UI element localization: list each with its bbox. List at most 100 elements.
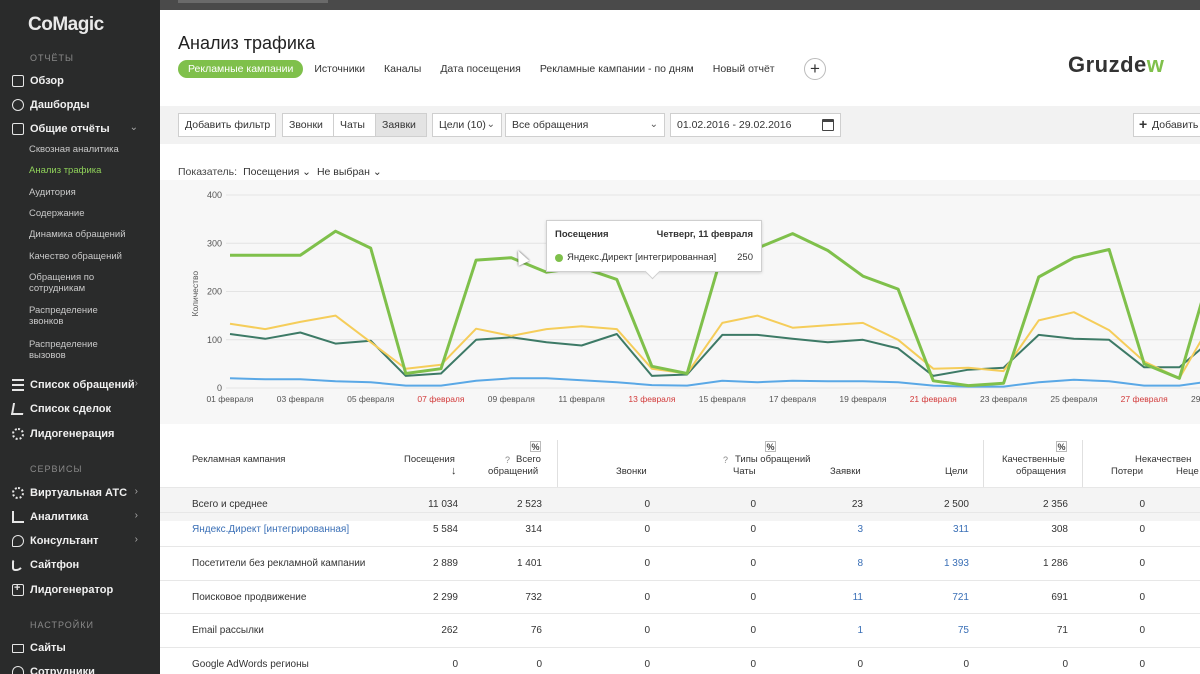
indicator-second-select[interactable]: Не выбран ⌄ [316,166,382,178]
sidebar-subitem-content[interactable]: Содержание [29,208,85,219]
cell-goals-link[interactable]: 1 393 [943,558,969,569]
sidebar-subitem-by-employee[interactable]: Обращения по сотрудникам [29,272,95,294]
add-tab-button[interactable]: + [804,58,826,80]
cell-requests-link[interactable]: 3 [857,524,863,535]
tab-new-report[interactable]: Новый отчёт [712,63,775,75]
sidebar-item-sites[interactable]: Сайты [12,639,152,657]
sidebar-item-label: Список обращений [30,379,135,391]
sidebar-item-label: Список сделок [30,403,112,415]
cell-calls: 0 [644,659,650,670]
col-header-chats[interactable]: Чаты [733,466,756,477]
column-divider [1082,440,1083,490]
tab-visit-date[interactable]: Дата посещения [440,63,521,75]
col-header-campaign[interactable]: Рекламная кампания [192,454,286,465]
cell-calls: 0 [644,625,650,636]
add-right-label: Добавить [1152,119,1199,131]
cell-chats: 0 [750,558,756,569]
cell-goals: 2 500 [943,499,969,510]
col-header-total-1: Всего [516,454,541,465]
sidebar-subitem-end-to-end[interactable]: Сквозная аналитика [29,144,119,155]
cell-visits: 5 584 [432,524,458,535]
x-tick-label: 21 февраля [910,394,957,404]
cell-chats: 0 [750,499,756,510]
tab-ad-campaigns[interactable]: Рекламные кампании [178,60,304,78]
employees-icon [12,666,24,674]
x-tick-label: 17 февраля [769,394,816,404]
sidebar-subitem-dial-distribution[interactable]: Распределение вызовов [29,339,98,361]
date-range-picker[interactable]: 01.02.2016 - 29.02.2016 [670,113,841,137]
leadgen-icon [12,428,24,440]
col-header-nonq[interactable]: Неце [1176,466,1199,477]
tab-sources[interactable]: Источники [314,63,366,75]
top-search-field[interactable] [178,0,328,3]
sidebar-item-requests-list[interactable]: Список обращений › [12,376,152,394]
goals-select[interactable]: Цели (10) ⌄ [432,113,502,137]
sidebar-subitem-quality[interactable]: Качество обращений [29,251,122,262]
help-icon[interactable]: ? [505,455,511,465]
date-range-value: 01.02.2016 - 29.02.2016 [677,119,792,131]
comagic-logo[interactable]: CoMagic [28,14,104,35]
cell-requests-link[interactable]: 1 [857,625,863,636]
cell-total: 314 [525,524,542,535]
calls-toggle[interactable]: Звонки [282,113,334,137]
sidebar-subitem-audience[interactable]: Аудитория [29,187,76,198]
sidebar-subitem-traffic[interactable]: Анализ трафика [29,165,102,176]
sidebar-item-sitephone[interactable]: Сайтфон [12,556,152,574]
sidebar-item-label: Сайтфон [30,559,80,571]
tab-channels[interactable]: Каналы [384,63,422,75]
x-tick-label: 25 февраля [1050,394,1097,404]
y-tick-label: 300 [207,238,222,248]
tooltip-series-row: Яндекс.Директ [интегрированная] [555,252,716,263]
cell-quality: 308 [1051,524,1068,535]
sidebar-item-employees[interactable]: Сотрудники [12,663,152,674]
pct-toggle-types[interactable]: % [765,441,776,452]
cell-total: 1 401 [516,558,542,569]
all-requests-select[interactable]: Все обращения ⌄ [505,113,665,137]
col-header-types: Типы обращений [735,454,811,465]
cell-quality: 2 356 [1042,499,1068,510]
sidebar-item-label: Обзор [30,75,64,87]
col-header-losses[interactable]: Потери [1111,466,1144,477]
indicator-metric-select[interactable]: Посещения ⌄ [243,166,311,178]
dashboards-icon [12,99,24,111]
cell-requests-link[interactable]: 11 [852,592,863,603]
sidebar-item-overview[interactable]: Обзор [12,72,152,90]
sidebar-item-leadgenerator[interactable]: Лидогенератор [12,581,152,599]
x-tick-label: 05 февраля [347,394,394,404]
sidebar-item-pbx[interactable]: Виртуальная АТС › [12,484,152,502]
col-header-requests[interactable]: Заявки [830,466,861,477]
sidebar-item-reports[interactable]: Общие отчёты ⌄ [12,120,152,138]
col-header-goals[interactable]: Цели [945,466,968,477]
campaign-link[interactable]: Яндекс.Директ [интегрированная] [192,524,350,535]
series-line [229,377,1200,388]
cell-losses: 0 [1139,592,1145,603]
col-header-quality-2: обращения [1016,466,1066,477]
sidebar-item-consultant[interactable]: Консультант › [12,532,152,550]
sidebar-item-dashboards[interactable]: Дашборды [12,96,152,114]
cell-visits: 11 034 [428,499,458,510]
sidebar-item-leadgen[interactable]: Лидогенерация [12,425,152,443]
cell-losses: 0 [1139,558,1145,569]
pct-toggle-total[interactable]: % [530,441,541,452]
cell-requests-link[interactable]: 8 [857,558,863,569]
cell-goals-link[interactable]: 311 [953,524,969,535]
col-header-nonquality: Некачествен [1135,454,1192,465]
cell-goals-link[interactable]: 721 [952,592,969,603]
add-filter-button[interactable]: Добавить фильтр [178,113,276,137]
chats-toggle[interactable]: Чаты [333,113,376,137]
cell-goals-link[interactable]: 75 [957,625,969,636]
sidebar-subitem-call-distribution[interactable]: Распределение звонков [29,305,98,327]
pct-toggle-quality[interactable]: % [1056,441,1067,452]
sort-arrow-icon[interactable]: ↓ [451,465,457,477]
col-header-calls[interactable]: Звонки [616,466,647,477]
sidebar-item-deals[interactable]: Список сделок [10,400,152,418]
x-tick-label: 01 февраля [206,394,253,404]
tab-campaigns-by-day[interactable]: Рекламные кампании - по дням [539,63,694,75]
sidebar-item-analytics[interactable]: Аналитика › [12,508,152,526]
help-icon[interactable]: ? [723,455,729,465]
sidebar-subitem-dynamics[interactable]: Динамика обращений [29,229,126,240]
requests-toggle[interactable]: Заявки [375,113,427,137]
tooltip-date: Четверг, 11 февраля [656,229,753,240]
add-right-button[interactable]: + Добавить [1133,113,1200,137]
col-header-visits[interactable]: Посещения [404,454,455,465]
